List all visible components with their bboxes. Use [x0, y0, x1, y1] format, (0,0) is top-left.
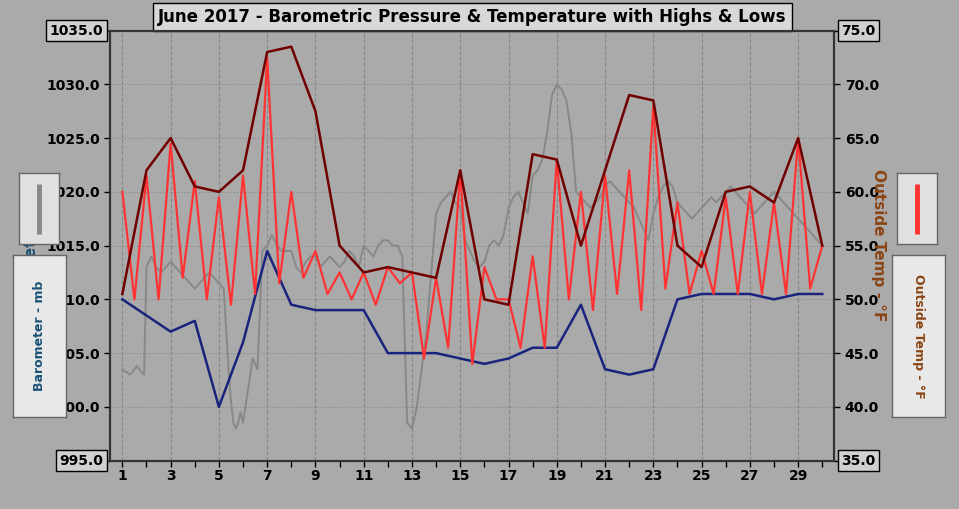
Title: June 2017 - Barometric Pressure & Temperature with Highs & Lows: June 2017 - Barometric Pressure & Temper…	[158, 8, 786, 26]
Text: 35.0: 35.0	[842, 454, 876, 468]
Text: 23: 23	[643, 469, 663, 483]
Text: 15: 15	[451, 469, 470, 483]
Y-axis label: Outside Temp - °F: Outside Temp - °F	[871, 169, 886, 322]
Text: 1: 1	[117, 469, 128, 483]
Text: 5: 5	[214, 469, 223, 483]
Text: 27: 27	[740, 469, 760, 483]
Text: 25: 25	[691, 469, 712, 483]
Text: 1035.0: 1035.0	[50, 23, 103, 38]
Text: Outside Temp - °F: Outside Temp - °F	[912, 273, 924, 399]
Text: Barometer - mb: Barometer - mb	[34, 281, 46, 391]
Text: 995.0: 995.0	[59, 454, 103, 468]
Text: 17: 17	[499, 469, 518, 483]
Text: 7: 7	[263, 469, 272, 483]
Y-axis label: Barometer - mb: Barometer - mb	[24, 178, 39, 313]
Text: 11: 11	[354, 469, 373, 483]
Text: 9: 9	[311, 469, 320, 483]
Text: 13: 13	[402, 469, 422, 483]
Text: 29: 29	[788, 469, 807, 483]
Text: 19: 19	[547, 469, 567, 483]
Text: 21: 21	[596, 469, 615, 483]
Text: 3: 3	[166, 469, 175, 483]
Text: 75.0: 75.0	[842, 23, 876, 38]
